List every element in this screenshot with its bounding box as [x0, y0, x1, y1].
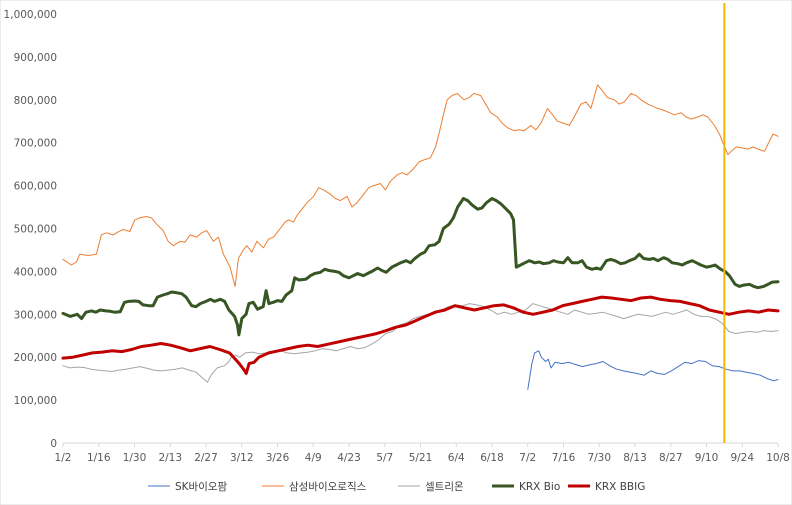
x-tick-label: 7/2	[519, 452, 536, 464]
x-tick-label: 3/12	[230, 452, 254, 464]
y-tick-label: 500,000	[14, 224, 57, 236]
series-line	[62, 303, 779, 383]
series-line	[61, 295, 780, 375]
series-line	[62, 84, 779, 287]
x-tick-label: 4/23	[337, 452, 361, 464]
x-tick-label: 6/4	[448, 452, 465, 464]
series-line	[527, 350, 779, 390]
x-tick-label: 1/16	[87, 452, 111, 464]
x-tick-label: 2/13	[158, 452, 182, 464]
y-tick-label: 800,000	[14, 95, 57, 107]
x-tick-label: 5/21	[409, 452, 433, 464]
x-tick-label: 3/26	[266, 452, 290, 464]
x-tick-label: 10/8	[766, 452, 790, 464]
x-tick-label: 7/30	[587, 452, 611, 464]
y-tick-label: 1,000,000	[4, 9, 57, 21]
y-tick-label: 300,000	[14, 309, 57, 321]
legend-label: 셀트리온	[425, 481, 464, 493]
x-tick-label: 9/10	[695, 452, 719, 464]
x-tick-label: 8/13	[623, 452, 647, 464]
legend: SK바이오팜 삼성바이오로직스 셀트리온 KRX Bio KRX BBIG	[148, 481, 645, 493]
x-tick-label: 5/7	[376, 452, 393, 464]
y-tick-label: 200,000	[14, 352, 57, 364]
legend-label: 삼성바이오로직스	[289, 481, 367, 493]
y-tick-label: 400,000	[14, 266, 57, 278]
x-tick-label: 9/24	[730, 452, 754, 464]
y-tick-label: 0	[50, 438, 57, 450]
x-axis: 1/2 1/16 1/30 2/13 2/27 3/12 3/26 4/9 4/23 5/7 5/2…	[55, 442, 790, 464]
x-tick-label: 2/27	[194, 452, 218, 464]
x-tick-label: 7/16	[552, 452, 576, 464]
y-tick-label: 900,000	[14, 52, 57, 64]
series-line	[61, 197, 780, 337]
x-tick-label: 8/27	[659, 452, 683, 464]
y-axis: 0 100,000 200,000 300,000 400,000 500,000 600,…	[4, 9, 57, 450]
x-tick-label: 4/9	[305, 452, 322, 464]
series-layer	[61, 84, 780, 390]
y-tick-label: 700,000	[14, 138, 57, 150]
legend-label: KRX BBIG	[595, 481, 645, 493]
x-tick-label: 1/2	[55, 452, 72, 464]
y-tick-label: 600,000	[14, 181, 57, 193]
legend-label: KRX Bio	[519, 481, 560, 493]
x-tick-label: 1/30	[123, 452, 147, 464]
y-tick-label: 100,000	[14, 395, 57, 407]
legend-label: SK바이오팜	[175, 481, 228, 493]
x-tick-label: 6/18	[480, 452, 504, 464]
